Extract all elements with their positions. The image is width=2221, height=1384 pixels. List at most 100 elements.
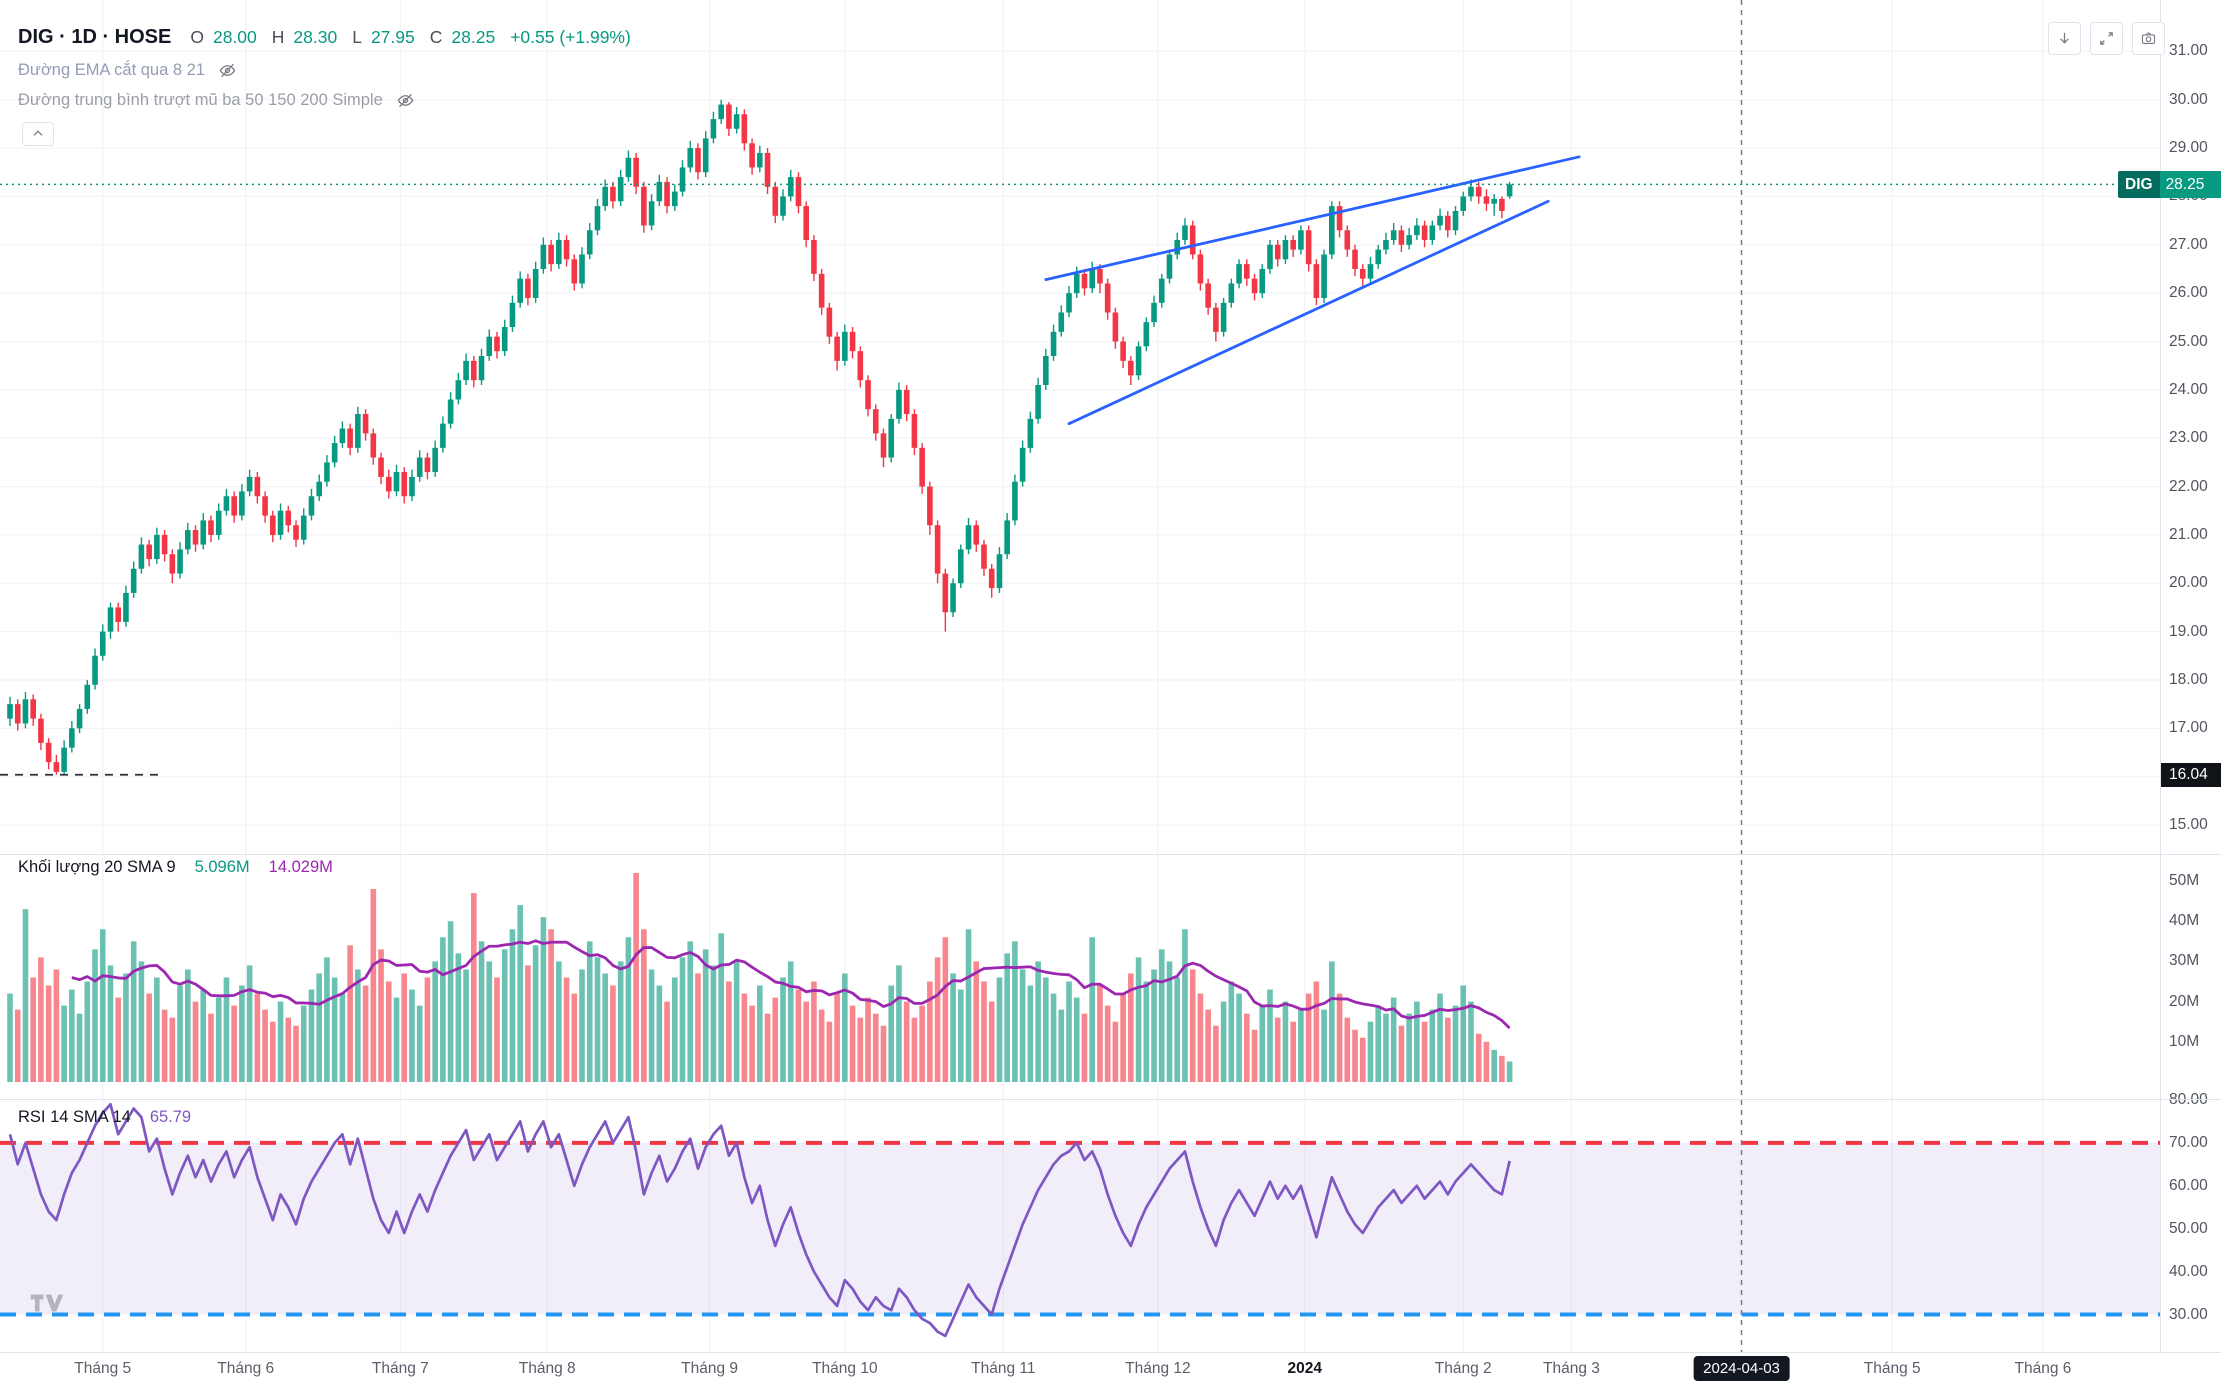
price-tick-label: 19.00 bbox=[2169, 622, 2208, 640]
eye-slash-icon[interactable] bbox=[218, 61, 237, 80]
candle-body bbox=[617, 177, 624, 202]
candle-body bbox=[38, 718, 44, 743]
time-axis-label: Tháng 5 bbox=[74, 1360, 132, 1377]
eye-slash-icon[interactable] bbox=[396, 91, 415, 110]
candle-body bbox=[1460, 196, 1467, 211]
candle-body bbox=[811, 239, 817, 274]
volume-bar bbox=[594, 957, 601, 1082]
candle-body bbox=[1336, 206, 1343, 231]
time-axis-label: Tháng 3 bbox=[1543, 1360, 1600, 1377]
candle-body bbox=[146, 544, 152, 560]
volume-bar bbox=[1414, 1001, 1420, 1082]
volume-bar bbox=[424, 977, 431, 1082]
candle-body bbox=[331, 443, 338, 463]
high-value: 28.30 bbox=[293, 27, 338, 47]
volume-bar bbox=[957, 989, 964, 1082]
volume-bar bbox=[38, 957, 44, 1082]
pane-separator[interactable] bbox=[0, 1099, 2221, 1100]
price-tick-label: 31.00 bbox=[2169, 42, 2208, 60]
time-axis-label: Tháng 2 bbox=[1434, 1360, 1492, 1377]
candle-body bbox=[1344, 230, 1351, 250]
candle-body bbox=[1066, 293, 1072, 313]
candle-body bbox=[548, 244, 554, 265]
tradingview-logo[interactable] bbox=[30, 1292, 64, 1319]
price-tick-label: 17.00 bbox=[2169, 719, 2208, 737]
candle-body bbox=[262, 496, 268, 516]
symbol-legend: DIG · 1D · HOSE O 28.00 H 28.30 L 27.95 … bbox=[18, 26, 637, 49]
camera-icon bbox=[2141, 32, 2156, 45]
volume-bar bbox=[934, 957, 941, 1082]
candle-body bbox=[1058, 312, 1065, 332]
volume-bar bbox=[826, 1021, 833, 1082]
candle-body bbox=[1313, 264, 1320, 298]
candle-body bbox=[1298, 230, 1304, 250]
candle-body bbox=[61, 747, 67, 772]
volume-bar bbox=[123, 973, 129, 1082]
volume-bar bbox=[99, 929, 106, 1082]
symbol-title[interactable]: DIG · 1D · HOSE bbox=[18, 26, 172, 48]
candle-body bbox=[1236, 264, 1242, 284]
volume-bar bbox=[254, 993, 261, 1082]
volume-legend[interactable]: Khối lượng 20 SMA 9 5.096M 14.029M bbox=[18, 858, 333, 877]
indicator-label: Đường EMA cắt qua 8 21 bbox=[18, 61, 205, 79]
pane-arrow-down-button[interactable] bbox=[2048, 22, 2081, 55]
candle-body bbox=[347, 428, 353, 448]
volume-bar bbox=[262, 1009, 268, 1082]
price-pane-canvas[interactable] bbox=[0, 0, 2160, 854]
rsi-indicator-label: RSI 14 SMA 14 bbox=[18, 1108, 131, 1126]
rsi-legend[interactable]: RSI 14 SMA 14 65.79 bbox=[18, 1108, 191, 1127]
legend-collapse-button[interactable] bbox=[22, 122, 54, 146]
candle-body bbox=[239, 491, 245, 516]
time-axis[interactable]: Tháng 5 Tháng 6 Tháng 7 Tháng 8 Tháng 9 Tháng… bbox=[0, 1352, 2221, 1384]
candle-body bbox=[1097, 268, 1103, 284]
candle-body bbox=[1352, 249, 1358, 269]
volume-bar bbox=[270, 1021, 276, 1082]
price-badge-symbol: DIG bbox=[2118, 171, 2160, 199]
price-axis[interactable]: 31.0030.0029.0028.0027.0026.0025.0024.00… bbox=[2118, 0, 2221, 1352]
volume-bar bbox=[14, 1009, 21, 1082]
volume-bar bbox=[1390, 997, 1397, 1082]
volume-bar bbox=[726, 981, 732, 1082]
volume-indicator-label: Khối lượng 20 SMA 9 bbox=[18, 858, 176, 876]
candle-body bbox=[1506, 184, 1513, 197]
time-axis-label: Tháng 12 bbox=[1125, 1360, 1191, 1377]
volume-bar bbox=[664, 1001, 670, 1082]
candle-body bbox=[231, 496, 237, 516]
volume-bar bbox=[556, 961, 562, 1082]
pane-maximize-button[interactable] bbox=[2090, 22, 2123, 55]
volume-bar bbox=[154, 977, 160, 1082]
candle-body bbox=[1027, 418, 1034, 448]
candle-body bbox=[903, 389, 910, 415]
volume-bar bbox=[1220, 1001, 1227, 1082]
volume-bar bbox=[416, 1005, 423, 1082]
volume-bar bbox=[1429, 1009, 1436, 1082]
volume-bar bbox=[1383, 1013, 1389, 1082]
indicator-legend-triple-ma[interactable]: Đường trung bình trượt mũ ba 50 150 200 … bbox=[18, 91, 415, 110]
indicator-label: Đường trung bình trượt mũ ba 50 150 200 … bbox=[18, 91, 383, 109]
volume-pane-canvas[interactable] bbox=[0, 854, 2160, 1099]
pane-screenshot-button[interactable] bbox=[2132, 22, 2165, 55]
candle-body bbox=[772, 186, 779, 216]
time-axis-label: Tháng 11 bbox=[971, 1360, 1036, 1377]
candle-body bbox=[416, 457, 423, 477]
candle-body bbox=[1158, 278, 1165, 303]
volume-bar bbox=[818, 1009, 825, 1082]
low-value: 27.95 bbox=[370, 27, 415, 47]
volume-bar bbox=[246, 965, 253, 1082]
close-value: 28.25 bbox=[451, 27, 496, 47]
volume-bar bbox=[1305, 993, 1312, 1082]
volume-bar bbox=[772, 997, 779, 1082]
indicator-legend-ema[interactable]: Đường EMA cắt qua 8 21 bbox=[18, 61, 237, 80]
pane-separator[interactable] bbox=[0, 854, 2221, 855]
volume-bar bbox=[177, 985, 183, 1082]
open-label: O bbox=[190, 27, 204, 47]
volume-bar bbox=[447, 921, 454, 1082]
candle-body bbox=[1398, 230, 1405, 245]
candle-body bbox=[525, 278, 531, 298]
volume-bar bbox=[300, 1005, 307, 1082]
rsi-pane-canvas[interactable] bbox=[0, 1099, 2160, 1352]
candle-body bbox=[478, 356, 485, 381]
candle-body bbox=[1019, 447, 1026, 482]
volume-bar bbox=[919, 1005, 925, 1082]
